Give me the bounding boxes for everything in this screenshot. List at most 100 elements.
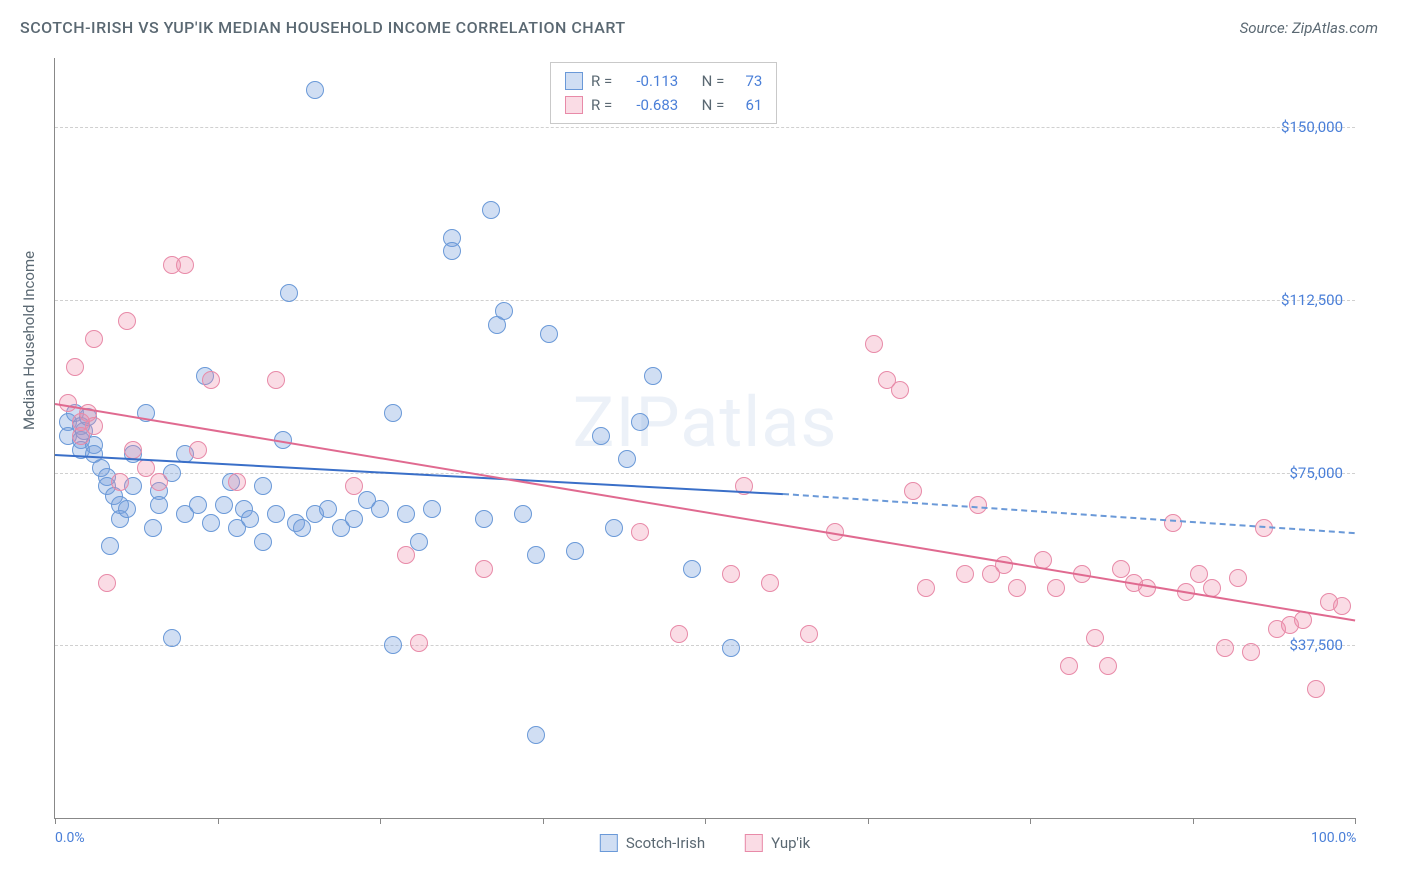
scatter-point — [384, 636, 402, 654]
scatter-point — [163, 629, 181, 647]
scatter-point — [384, 404, 402, 422]
scatter-point — [319, 500, 337, 518]
scatter-point — [865, 335, 883, 353]
scatter-point — [514, 505, 532, 523]
scatter-point — [969, 496, 987, 514]
scatter-point — [101, 537, 119, 555]
scatter-point — [761, 574, 779, 592]
scatter-point — [280, 284, 298, 302]
x-tick-label: 0.0% — [55, 830, 85, 846]
x-tick — [868, 818, 869, 824]
correlation-legend: R =-0.113 N =73R =-0.683 N =61 — [550, 62, 777, 124]
scatter-point — [345, 477, 363, 495]
scatter-point — [241, 510, 259, 528]
correlation-row: R =-0.683 N =61 — [565, 93, 762, 117]
scatter-point — [254, 533, 272, 551]
scatter-point — [917, 579, 935, 597]
scatter-point — [66, 358, 84, 376]
scatter-point — [566, 542, 584, 560]
scatter-point — [189, 496, 207, 514]
y-tick-label: $75,000 — [1289, 464, 1343, 482]
correlation-row: R =-0.113 N =73 — [565, 69, 762, 93]
scatter-point — [1229, 569, 1247, 587]
scatter-point — [475, 560, 493, 578]
watermark: ZIPatlas — [573, 382, 838, 464]
legend-swatch — [600, 834, 618, 852]
scatter-point — [118, 312, 136, 330]
scatter-point — [683, 560, 701, 578]
chart-plot-area: ZIPatlas $37,500$75,000$112,500$150,0000… — [54, 58, 1355, 819]
scatter-point — [722, 639, 740, 657]
scatter-point — [118, 500, 136, 518]
scatter-point — [1307, 680, 1325, 698]
y-tick-label: $37,500 — [1289, 636, 1343, 654]
scatter-point — [800, 625, 818, 643]
scatter-point — [527, 726, 545, 744]
y-tick-label: $112,500 — [1281, 291, 1343, 309]
series-legend: Scotch-Irish Yup'ik — [600, 834, 810, 852]
x-tick — [1030, 818, 1031, 824]
x-tick — [705, 818, 706, 824]
y-axis-title: Median Household Income — [20, 251, 38, 430]
scatter-point — [995, 556, 1013, 574]
scatter-point — [215, 496, 233, 514]
x-tick — [543, 818, 544, 824]
scatter-point — [631, 413, 649, 431]
scatter-point — [618, 450, 636, 468]
scatter-point — [423, 500, 441, 518]
scatter-point — [1008, 579, 1026, 597]
scatter-point — [1060, 657, 1078, 675]
scatter-point — [397, 546, 415, 564]
scatter-point — [605, 519, 623, 537]
legend-item: Scotch-Irish — [600, 834, 705, 852]
scatter-point — [176, 256, 194, 274]
legend-swatch — [745, 834, 763, 852]
legend-item: Yup'ik — [745, 834, 810, 852]
source-label: Source: ZipAtlas.com — [1240, 19, 1378, 37]
scatter-point — [202, 514, 220, 532]
gridline — [55, 127, 1355, 128]
scatter-point — [891, 381, 909, 399]
chart-title: SCOTCH-IRISH VS YUP'IK MEDIAN HOUSEHOLD … — [20, 18, 626, 37]
scatter-point — [482, 201, 500, 219]
x-tick — [1193, 818, 1194, 824]
scatter-point — [111, 473, 129, 491]
scatter-point — [1333, 597, 1351, 615]
scatter-point — [345, 510, 363, 528]
scatter-point — [527, 546, 545, 564]
x-tick-label: 100.0% — [1311, 830, 1356, 846]
scatter-point — [592, 427, 610, 445]
x-tick — [1355, 818, 1356, 824]
scatter-point — [1164, 514, 1182, 532]
x-tick — [380, 818, 381, 824]
scatter-point — [371, 500, 389, 518]
scatter-point — [956, 565, 974, 583]
scatter-point — [85, 417, 103, 435]
scatter-point — [1099, 657, 1117, 675]
scatter-point — [293, 519, 311, 537]
scatter-point — [1047, 579, 1065, 597]
scatter-point — [475, 510, 493, 528]
scatter-point — [150, 496, 168, 514]
scatter-point — [1216, 639, 1234, 657]
scatter-point — [306, 81, 324, 99]
x-tick — [55, 818, 56, 824]
x-tick — [218, 818, 219, 824]
scatter-point — [540, 325, 558, 343]
legend-swatch — [565, 72, 583, 90]
scatter-point — [267, 505, 285, 523]
scatter-point — [1086, 629, 1104, 647]
regression-line — [783, 493, 1355, 534]
scatter-point — [85, 330, 103, 348]
scatter-point — [202, 371, 220, 389]
scatter-point — [670, 625, 688, 643]
scatter-point — [397, 505, 415, 523]
scatter-point — [443, 242, 461, 260]
scatter-point — [410, 533, 428, 551]
scatter-point — [98, 574, 116, 592]
legend-swatch — [565, 96, 583, 114]
scatter-point — [254, 477, 272, 495]
scatter-point — [644, 367, 662, 385]
scatter-point — [124, 441, 142, 459]
scatter-point — [228, 473, 246, 491]
